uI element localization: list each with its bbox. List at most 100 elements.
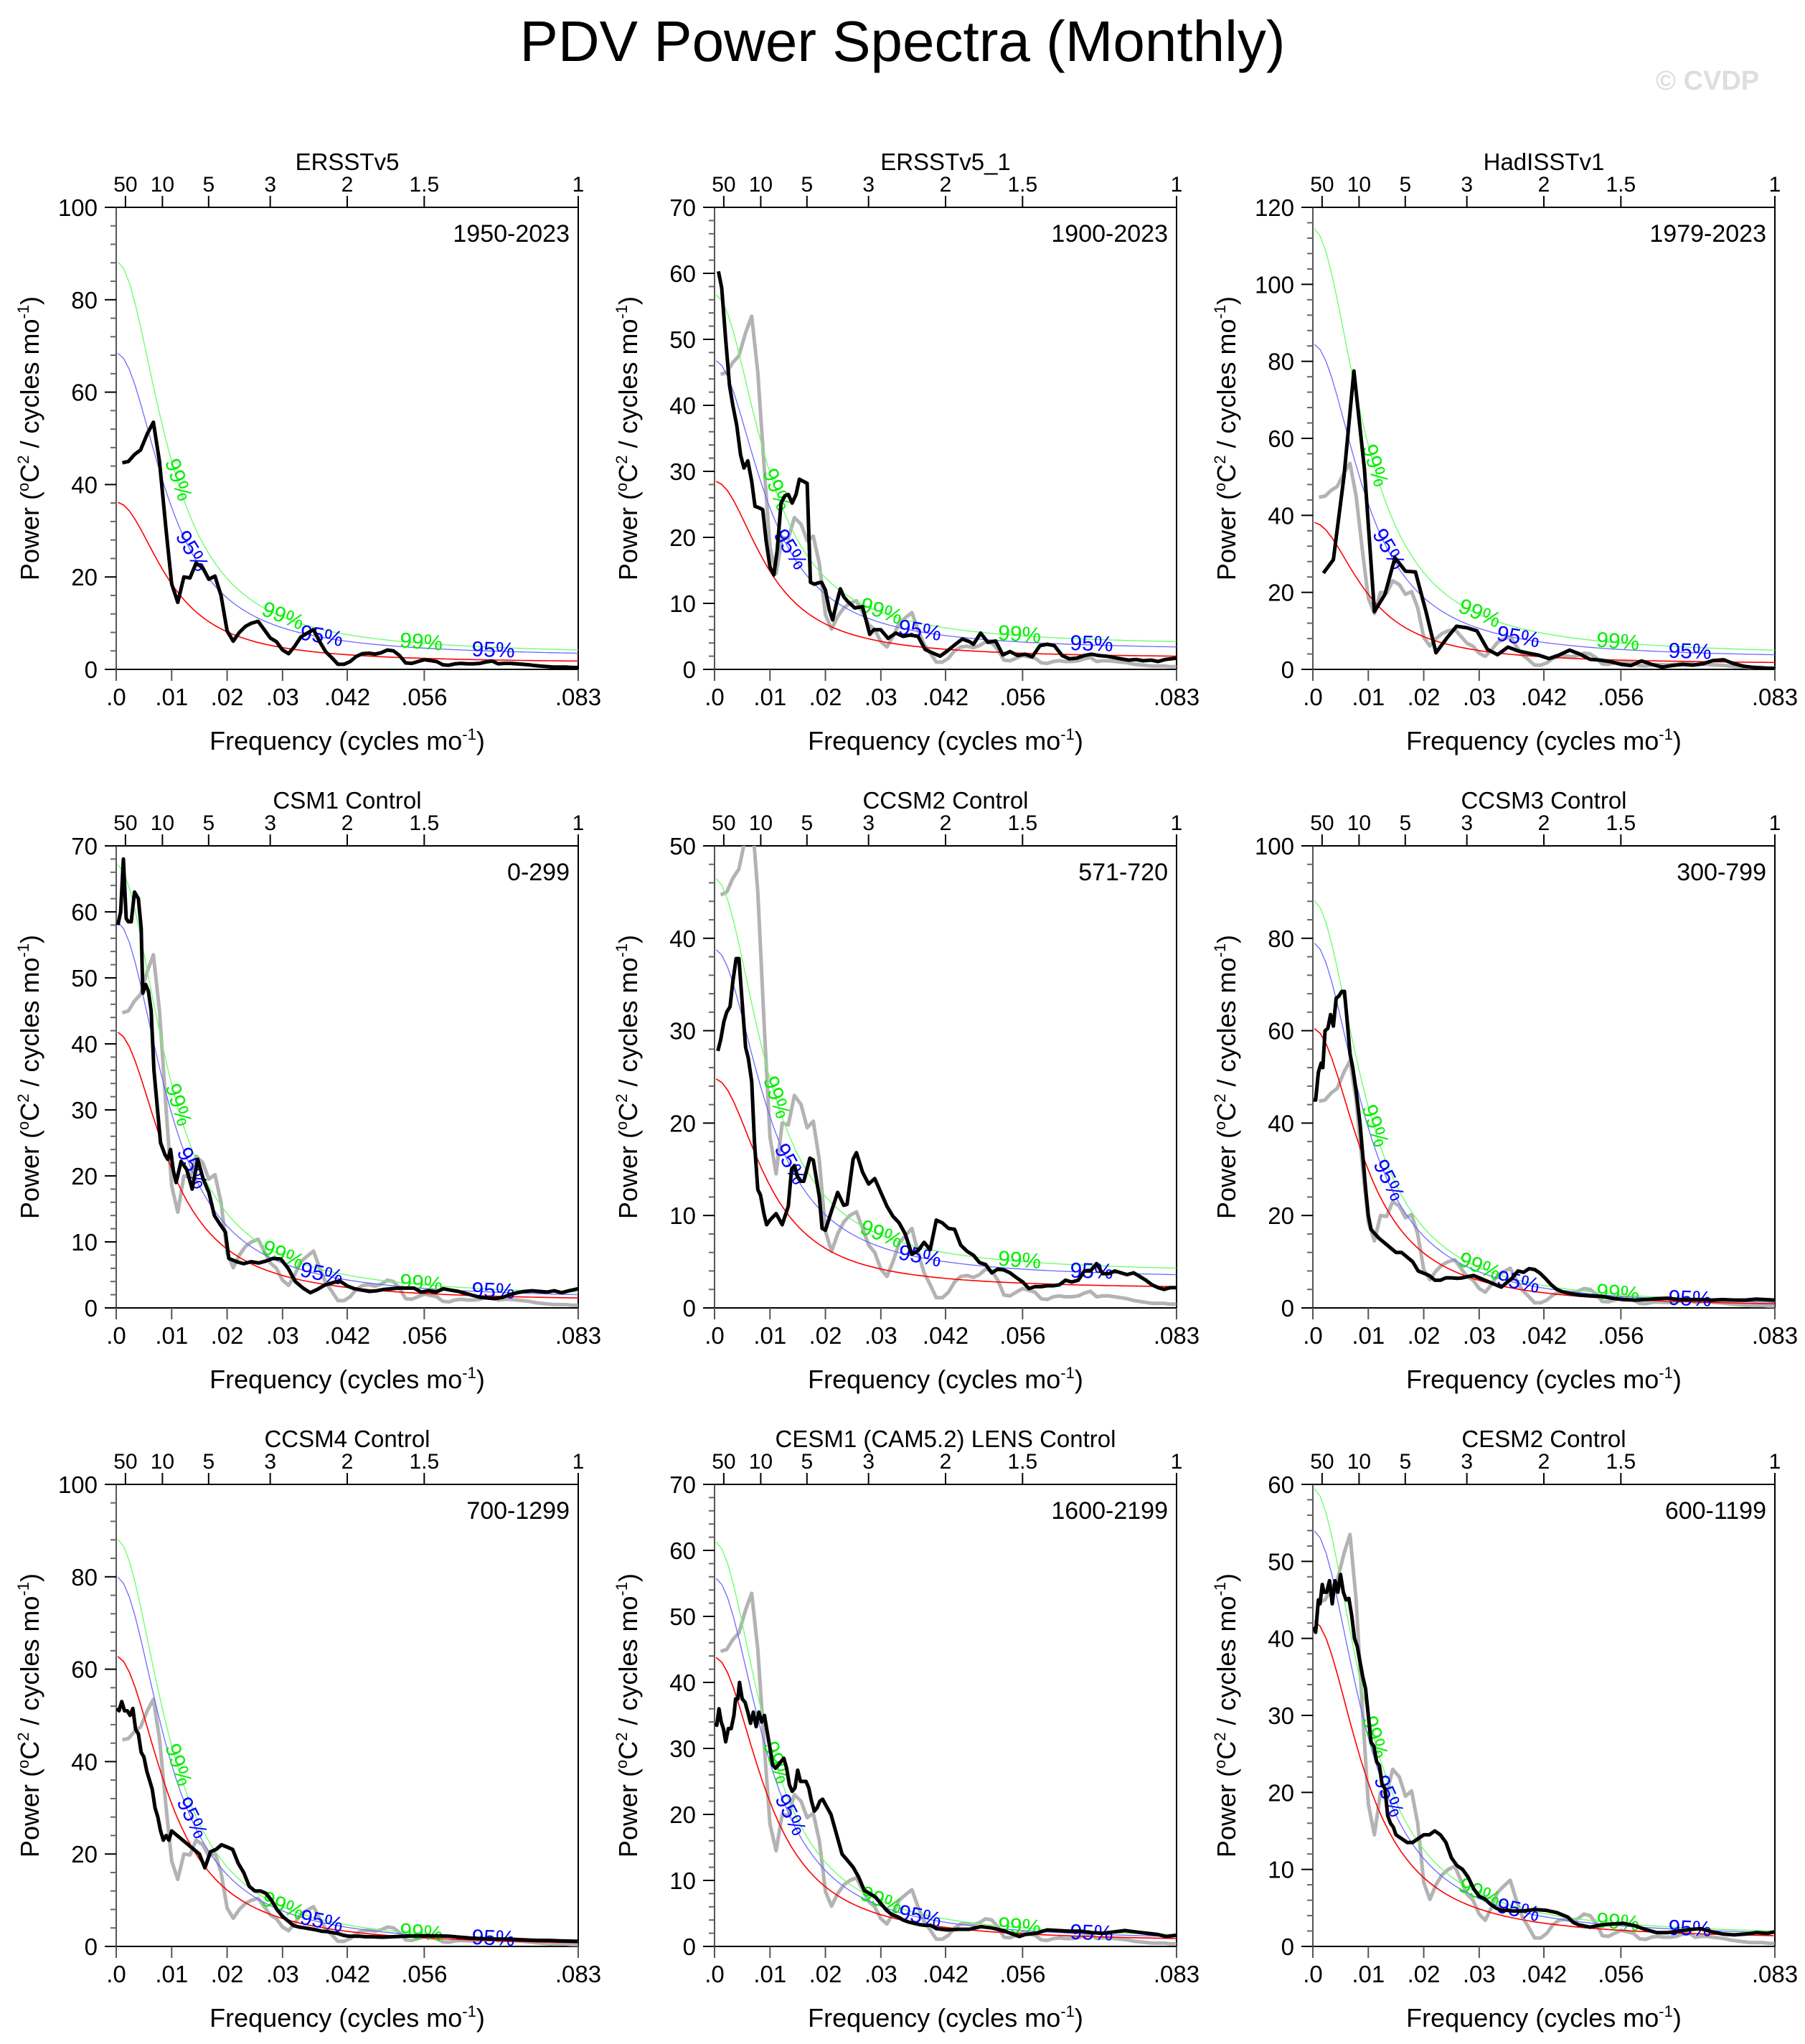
chart-panel: ERSSTv5_1 1900-2023 0 10 20 30 40 50 60 70 .0 .01 .0…	[613, 149, 1200, 755]
x-tick-label: .02	[211, 684, 244, 710]
x-tick-label: .042	[1521, 1961, 1567, 1987]
x-axis-label-sup: -1	[462, 2002, 476, 2020]
y-axis-label-degree: o	[14, 483, 32, 491]
x-tick-label: .0	[704, 1961, 725, 1987]
y-axis-label-mid: / cycles mo	[15, 957, 44, 1093]
y-tick-label: 0	[1281, 656, 1294, 683]
chart-panel: ERSSTv5 1950-2023 0 20 40 60 80 100 .0 .01 .02 .03.…	[14, 149, 601, 755]
period-label: 700-1299	[466, 1497, 570, 1525]
top-tick-label: 3	[862, 811, 875, 835]
x-tick-label: .083	[1154, 684, 1200, 710]
y-axis-label-sup: -1	[1211, 1582, 1229, 1596]
y-axis-label-pre: Power (	[15, 1769, 44, 1857]
x-tick-label: .083	[1154, 1322, 1200, 1349]
y-axis-label-squared: 2	[1211, 1094, 1229, 1103]
x-tick-label: .056	[401, 1322, 447, 1349]
top-tick-label: 2	[940, 173, 952, 197]
x-tick-label: .042	[324, 1322, 370, 1349]
y-tick-label: 70	[669, 1471, 696, 1498]
y-tick-label: 50	[669, 833, 696, 859]
x-axis-label: Frequency (cycles mo-1)	[808, 2002, 1083, 2033]
x-tick-label: .083	[1154, 1961, 1200, 1987]
y-tick-label: 60	[71, 899, 98, 926]
y-axis-label-end: )	[613, 935, 643, 943]
panel-title: CSM1 Control	[273, 787, 421, 814]
x-axis-label-main: Frequency (cycles mo	[808, 726, 1060, 755]
ci99-label: 99%	[1596, 1280, 1640, 1307]
top-tick-label: 5	[1399, 1450, 1411, 1474]
y-axis-label-sup: -1	[14, 943, 32, 958]
red-noise-line	[1314, 1028, 1775, 1304]
y-tick-label: 0	[683, 656, 696, 683]
y-tick-label: 100	[58, 1471, 98, 1498]
x-axis-label-end: )	[1673, 1365, 1682, 1394]
y-axis-label-end: )	[613, 1573, 643, 1582]
x-tick-label: .03	[864, 1322, 897, 1349]
y-axis-label-c: C	[15, 464, 44, 483]
y-axis-label-mid: / cycles mo	[1212, 1596, 1241, 1732]
top-tick-label: 1	[572, 173, 585, 197]
x-tick-label: .0	[1303, 684, 1323, 710]
y-tick-label: 0	[85, 656, 98, 683]
y-axis-label-squared: 2	[1211, 1733, 1229, 1741]
ci95-label: 95%	[471, 1926, 515, 1951]
x-axis-label-end: )	[1673, 726, 1682, 755]
y-tick-label: 70	[71, 833, 98, 859]
ci95-line	[715, 360, 1177, 648]
ci99-label: 99%	[399, 628, 443, 655]
period-label: 300-799	[1677, 859, 1766, 886]
reference-spectrum-line	[121, 953, 578, 1307]
ci99-label: 99%	[1596, 628, 1641, 655]
y-axis-label-degree: o	[14, 1121, 32, 1130]
x-tick-label: .056	[1598, 684, 1644, 710]
y-axis-label-squared: 2	[14, 456, 32, 464]
y-tick-label: 50	[71, 965, 98, 992]
top-tick-label: 2	[1538, 1450, 1550, 1474]
y-tick-label: 30	[1268, 1702, 1294, 1729]
ci95-label: 95%	[1070, 631, 1113, 656]
y-axis-label-c: C	[613, 464, 643, 483]
chart-panel: CESM1 (CAM5.2) LENS Control 1600-2199 0 10 2…	[613, 1426, 1200, 2033]
x-tick-label: .01	[1352, 1961, 1385, 1987]
ci99-line	[715, 1542, 1177, 1936]
y-axis-label-end: )	[613, 296, 643, 305]
reference-spectrum-line	[720, 1591, 1177, 1946]
y-axis-label-squared: 2	[613, 1094, 631, 1103]
panel-title: CESM2 Control	[1461, 1426, 1626, 1452]
y-axis-label-sup: -1	[613, 1582, 631, 1596]
top-tick-label: 50	[113, 811, 137, 835]
y-axis-label-c: C	[15, 1103, 44, 1121]
top-tick-label: 2	[1538, 173, 1550, 197]
top-tick-label: 2	[940, 811, 952, 835]
top-tick-label: 10	[151, 1450, 174, 1474]
y-axis-label-c: C	[613, 1741, 643, 1760]
top-tick-label: 3	[264, 1450, 276, 1474]
y-axis-label-degree: o	[14, 1760, 32, 1769]
x-axis-label-main: Frequency (cycles mo	[808, 1365, 1060, 1394]
y-tick-label: 100	[1255, 271, 1294, 298]
top-tick-label: 5	[202, 811, 215, 835]
x-axis-label-end: )	[476, 2003, 485, 2033]
y-axis-label-pre: Power (	[15, 1130, 44, 1219]
top-tick-label: 3	[1461, 1450, 1473, 1474]
spectrum-line	[116, 857, 578, 1301]
reference-spectrum-line	[720, 846, 1177, 1306]
x-tick-label: .02	[809, 1961, 842, 1987]
top-tick-label: 1	[1171, 811, 1183, 835]
y-tick-label: 0	[1281, 1934, 1294, 1960]
x-axis-label-end: )	[476, 1365, 485, 1394]
top-tick-label: 5	[202, 173, 215, 197]
x-tick-label: .056	[1598, 1961, 1644, 1987]
x-tick-label: .01	[753, 684, 786, 710]
red-noise-line	[117, 501, 578, 662]
x-tick-label: .02	[211, 1961, 244, 1987]
y-tick-label: 10	[71, 1229, 98, 1256]
x-axis-label-main: Frequency (cycles mo	[1406, 726, 1659, 755]
y-tick-label: 0	[85, 1295, 98, 1322]
top-tick-label: 2	[341, 173, 354, 197]
x-tick-label: .02	[1408, 1322, 1441, 1349]
ci95-label: 95%	[1495, 622, 1542, 653]
y-axis-label: Power (oC2 / cycles mo-1)	[613, 935, 643, 1219]
x-tick-label: .03	[1463, 684, 1496, 710]
top-tick-label: 10	[151, 173, 174, 197]
